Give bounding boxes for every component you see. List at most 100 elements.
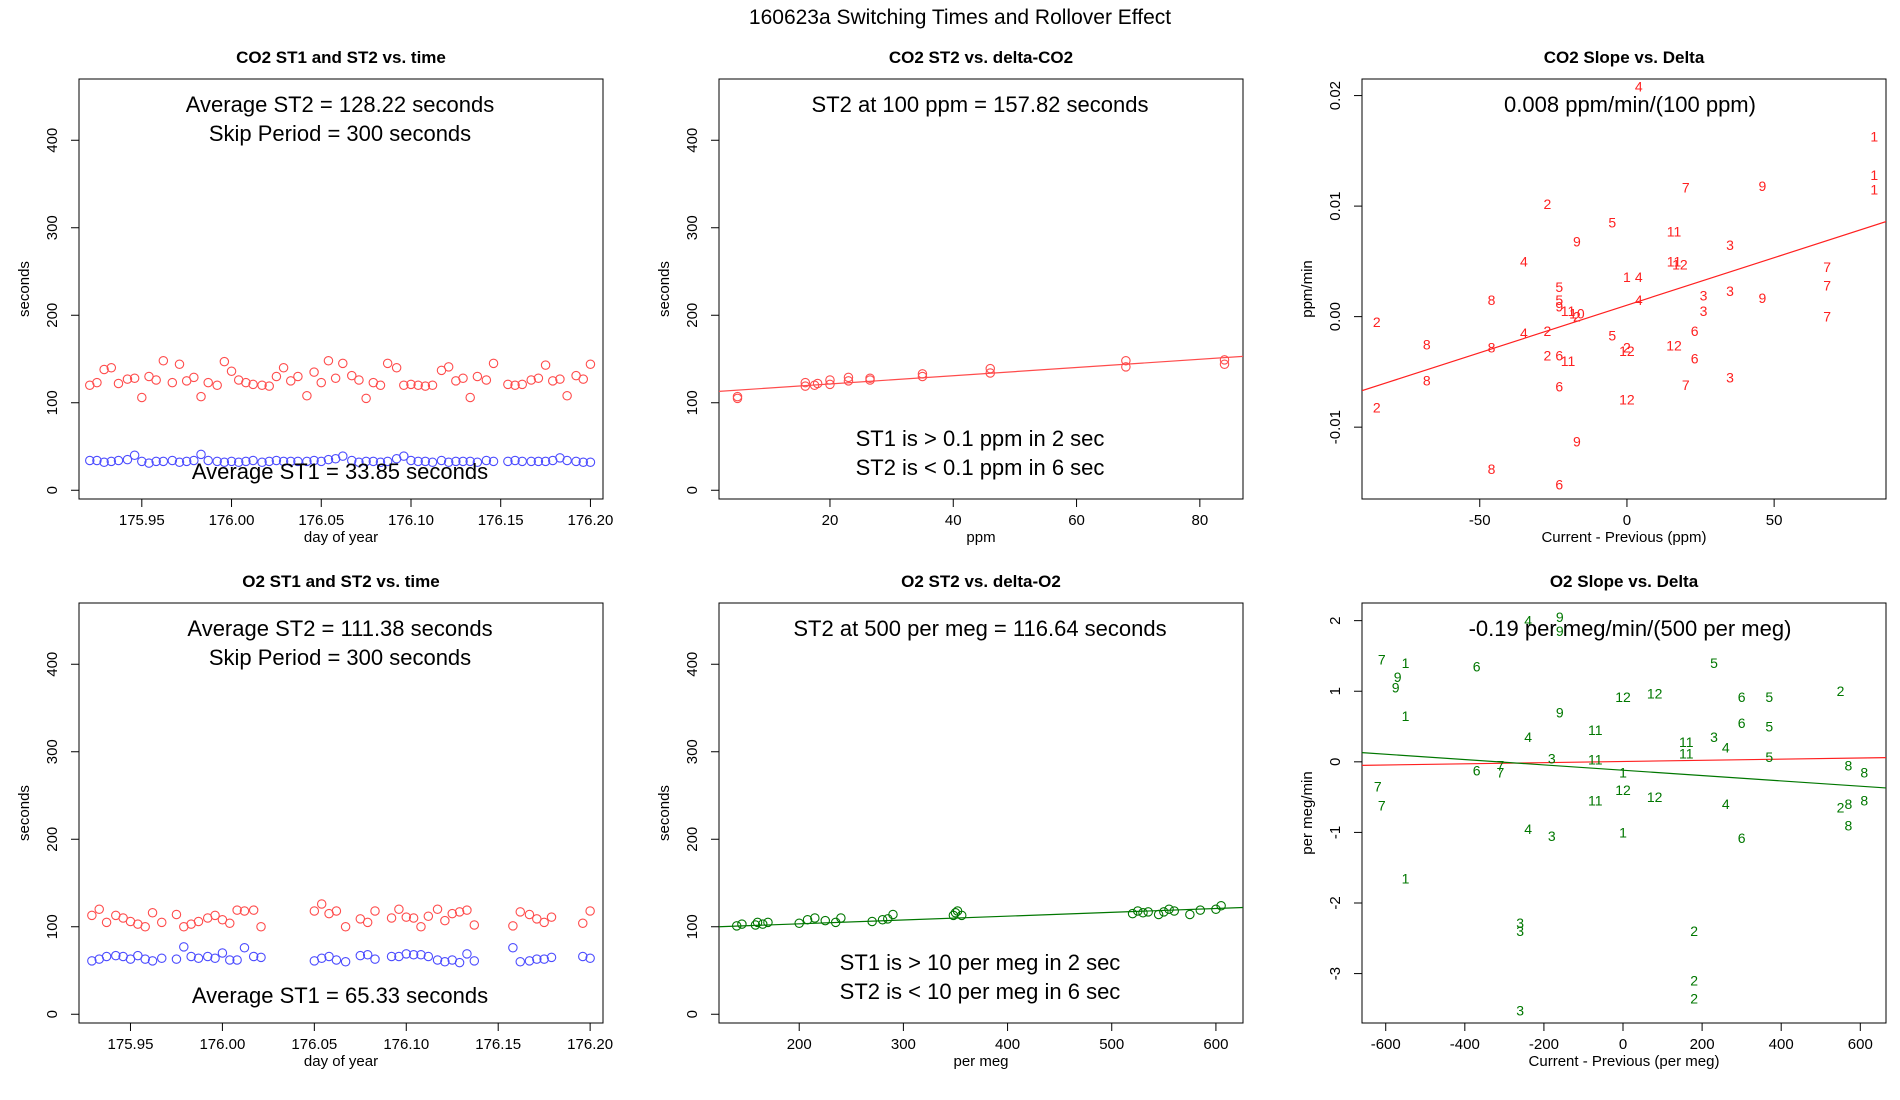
data-point-st2 [503,379,513,390]
data-point-st2 [526,375,536,385]
data-point-st2 [1169,906,1179,916]
x-axis-label: Current - Previous (ppm) [1541,529,1706,546]
y-tick-label: 100 [684,390,701,415]
data-point-st2 [1143,907,1153,917]
data-label-point: 11 [1588,752,1603,768]
data-label-point: 11 [1679,734,1694,750]
data-point-st2 [758,919,768,929]
data-label-point: 8 [1860,793,1868,809]
data-label-point: 12 [1615,782,1631,798]
data-point-st2 [140,921,150,932]
data-point-st1 [469,956,480,966]
data-point-st1 [196,449,206,460]
y-tick-label: 200 [684,303,701,328]
chart-annotation: Average ST1 = 65.33 seconds [192,983,488,1008]
data-point-st2 [1153,909,1164,920]
data-label-point: 6 [1691,351,1699,367]
y-axis-label: seconds [16,261,33,317]
data-label-point: 2 [1837,800,1845,816]
fit-line [1362,752,1886,789]
data-label-point: 2 [1573,309,1581,325]
data-label-point: 3 [1548,750,1556,766]
data-point-st2 [99,364,109,375]
x-tick-label: 176.00 [199,1036,245,1053]
x-axis-label: per meg [953,1053,1008,1070]
y-tick-label: 400 [684,652,701,677]
data-label-point: 9 [1392,680,1400,696]
data-label-point: 9 [1394,669,1402,685]
data-point-st2 [331,906,342,916]
data-point-st1 [386,951,397,962]
y-tick-label: -0.01 [1327,410,1344,444]
chart-annotation: Skip Period = 300 seconds [209,121,471,146]
data-point-st2 [548,376,558,386]
data-label-point: 12 [1615,689,1631,705]
data-label-point: 6 [1738,715,1746,731]
y-tick-label: -2 [1327,896,1344,909]
data-point-st2 [524,909,535,920]
data-label-point: 8 [1845,757,1853,773]
data-point-st1 [451,456,461,467]
plot-area [85,355,596,468]
x-tick-label: -600 [1371,1036,1401,1053]
data-point-st1 [212,456,222,467]
data-point-st2 [340,921,351,932]
data-point-st2 [129,373,140,383]
data-point-st2 [278,362,289,373]
data-point-st2 [375,380,386,390]
data-point-st2 [865,373,875,383]
data-point-st2 [1211,904,1221,914]
data-point-st2 [843,372,854,383]
data-label-point: 6 [1691,323,1699,339]
data-point-st2 [488,358,499,369]
chart-panel-3: CO2 Slope vs. Delta -50 0 50 -0.01 0.00 0.01 0.… [1299,48,1887,546]
x-tick-label: 20 [822,512,839,529]
y-tick-label: 300 [44,739,61,764]
data-point-st1 [129,450,140,460]
data-point-st2 [309,906,320,916]
data-point-st1 [472,457,483,467]
y-tick-label: 0 [44,1010,61,1018]
y-tick-label: 400 [44,128,61,153]
data-point-st1 [226,456,237,467]
data-label-point: 5 [1608,215,1616,231]
data-point-st1 [323,454,334,465]
data-point-st1 [316,953,327,963]
data-point-st2 [843,376,854,386]
data-label-point: 12 [1647,789,1663,805]
y-axis-label: per meg/min [1299,771,1316,854]
data-label-point: 9 [1758,178,1766,194]
data-point-st1 [158,456,169,467]
data-point-st1 [87,956,97,966]
data-label-point: 12 [1647,685,1663,701]
data-label-point: 7 [1823,259,1831,275]
y-tick-label: 100 [684,914,701,939]
data-label-point: 4 [1635,292,1643,308]
data-point-st1 [515,956,526,967]
data-point-st2 [122,374,133,384]
data-label-point: 12 [1619,343,1635,359]
data-label-point: 3 [1726,369,1734,385]
data-point-st2 [101,917,112,928]
data-label-point: 2 [1373,314,1381,330]
data-point-st2 [555,374,565,384]
data-point-st2 [189,372,199,383]
data-point-st1 [481,455,492,466]
data-label-point: 1 [1870,182,1878,198]
data-point-st1 [99,457,109,467]
data-point-st1 [488,456,499,467]
data-label-point: 1 [1619,824,1627,840]
data-point-st2 [877,914,888,925]
y-tick-label: 300 [684,215,701,240]
data-point-st1 [156,953,167,963]
data-label-point: 11 [1561,353,1576,369]
data-point-st1 [406,455,416,466]
data-point-st2 [171,909,182,920]
data-point-st1 [203,455,213,466]
data-point-st1 [361,456,371,467]
data-point-st2 [1121,362,1131,372]
data-label-point: 9 [1556,704,1564,720]
data-point-st1 [193,953,204,963]
data-point-st2 [585,359,596,369]
data-label-point: 5 [1765,689,1773,705]
